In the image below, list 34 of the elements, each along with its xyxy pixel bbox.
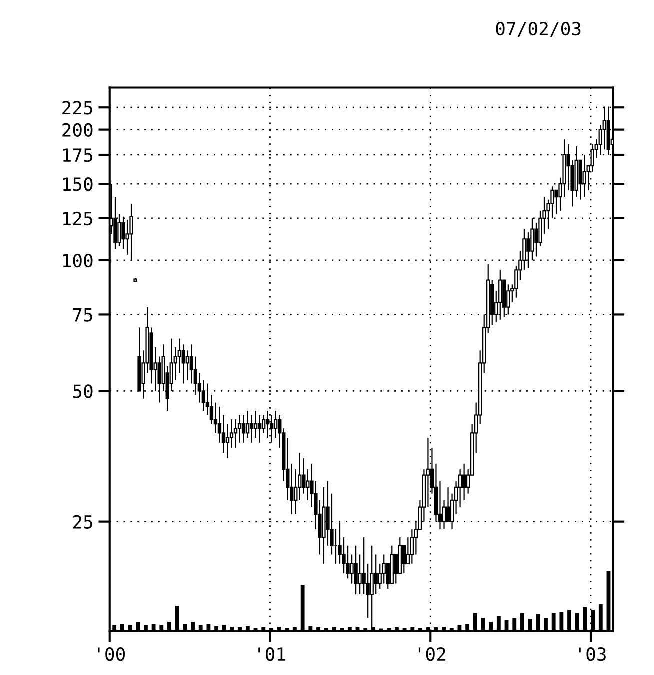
x-tick-label: '03	[579, 648, 606, 662]
y-tick-label: 50	[73, 384, 93, 398]
y-tick-label: 150	[63, 178, 93, 192]
candlestick	[258, 414, 262, 444]
candlestick	[242, 414, 246, 444]
candlestick	[462, 463, 466, 502]
candlestick	[382, 554, 386, 584]
candlestick	[246, 410, 250, 439]
candlestick	[186, 350, 190, 381]
candlestick	[226, 423, 230, 459]
y-tick-label: 75	[73, 308, 92, 322]
x-tick-label: '02	[418, 648, 446, 662]
chart-title: 07/02/03	[496, 22, 581, 38]
candlestick	[534, 222, 538, 258]
candlestick	[306, 468, 310, 502]
y-tick-label: 125	[63, 212, 92, 226]
x-tick-label: '00	[98, 648, 126, 662]
x-tick-label: '01	[258, 648, 286, 662]
candlestick	[250, 414, 254, 444]
candlestick	[234, 419, 238, 448]
candlestick	[294, 468, 298, 515]
candlestick	[254, 410, 258, 439]
candlestick	[274, 410, 278, 439]
candlestick	[354, 545, 358, 596]
candlestick	[374, 554, 378, 596]
y-tick-label: 200	[62, 123, 93, 137]
y-tick-label: 25	[74, 515, 92, 529]
candlestick	[182, 344, 186, 384]
candlestick	[358, 554, 362, 596]
y-tick-label: 100	[63, 254, 93, 268]
candlestick	[178, 338, 182, 374]
y-tick-label: 175	[63, 148, 92, 162]
candlestick	[350, 554, 354, 584]
y-tick-label: 225	[62, 101, 92, 115]
